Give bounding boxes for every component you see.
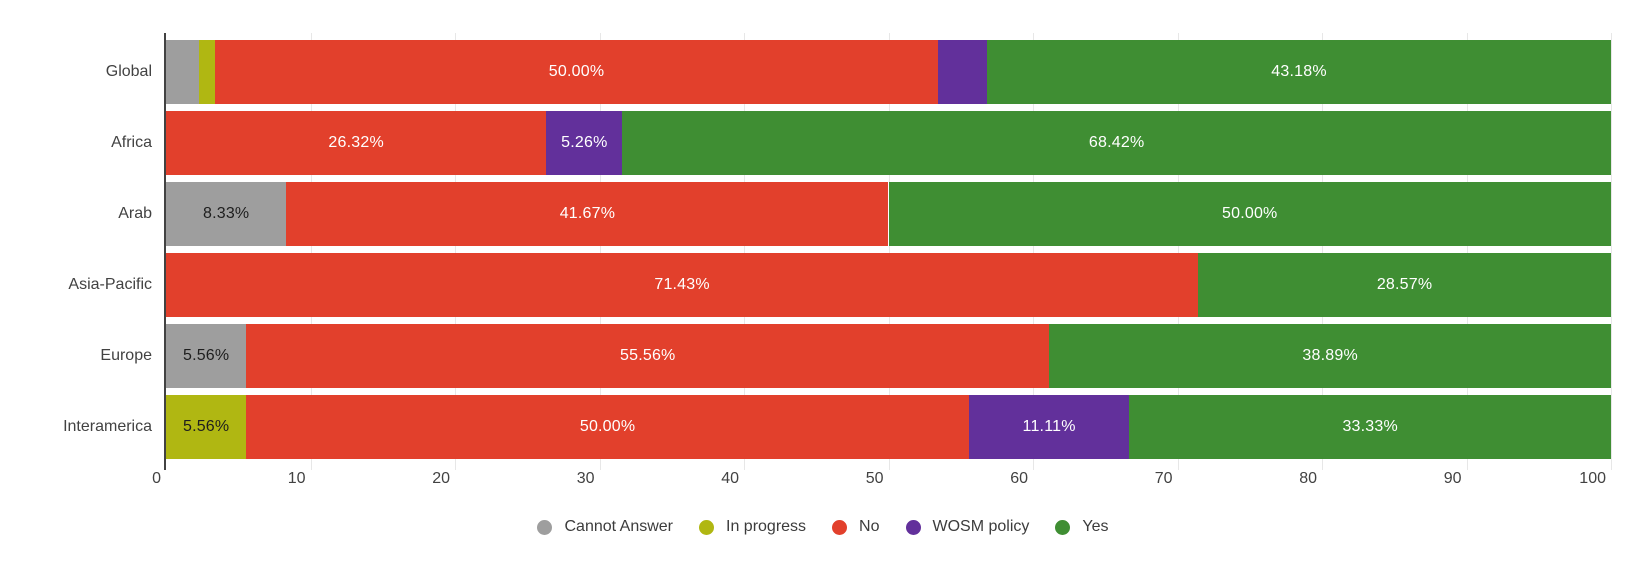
- x-tick-label-30: 30: [576, 470, 595, 487]
- legend-swatch-icon: [1055, 519, 1071, 535]
- bar-segment-yes[interactable]: 33.33%: [1129, 395, 1611, 459]
- bar-segment-in-progress[interactable]: 5.56%: [166, 395, 247, 459]
- legend-item-in-progress[interactable]: In progress: [699, 518, 806, 536]
- bar-row-europe: 5.56% 55.56% 38.89%: [166, 324, 1612, 388]
- segment-value-label: 68.42%: [1088, 134, 1145, 151]
- gridline-90: [1466, 33, 1468, 470]
- x-tick-label-60: 60: [1010, 470, 1028, 487]
- x-tick-label-100: 100: [1579, 470, 1606, 487]
- segment-value-label: 43.18%: [1271, 63, 1327, 80]
- bar-row-global: 50.00% 43.18%: [166, 40, 1611, 104]
- segment-value-label: 41.67%: [559, 205, 616, 222]
- bar-segment-no[interactable]: 55.56%: [246, 324, 1050, 388]
- bar-segment-wosm-policy[interactable]: 5.26%: [546, 111, 623, 175]
- bar-segment-yes[interactable]: 68.42%: [622, 111, 1611, 175]
- bar-segment-cannot-answer[interactable]: [166, 40, 199, 104]
- bar-segment-cannot-answer[interactable]: 5.56%: [166, 324, 247, 388]
- segment-value-label: 26.32%: [328, 134, 384, 151]
- bar-row-asia-pacific: 71.43% 28.57%: [166, 253, 1611, 317]
- bar-segment-yes[interactable]: 28.57%: [1198, 253, 1611, 317]
- segment-value-label: 33.33%: [1342, 418, 1398, 435]
- segment-value-label: 5.26%: [561, 134, 608, 151]
- gridline-70: [1177, 33, 1179, 470]
- x-tick-label-0: 0: [152, 470, 161, 487]
- legend-label: Yes: [1082, 518, 1109, 535]
- bar-row-interamerica: 5.56% 50.00% 11.11% 33.33%: [166, 395, 1611, 459]
- category-label-arab: Arab: [118, 205, 152, 222]
- segment-value-label: 28.57%: [1376, 276, 1433, 293]
- bar-segment-yes[interactable]: 50.00%: [888, 182, 1611, 246]
- bar-segment-no[interactable]: 26.32%: [166, 111, 547, 175]
- gridline-20: [455, 33, 456, 470]
- segment-value-label: 8.33%: [202, 205, 250, 222]
- bar-segment-wosm-policy[interactable]: [937, 40, 988, 104]
- x-tick-label-70: 70: [1154, 470, 1173, 487]
- bar-segment-wosm-policy[interactable]: 11.11%: [968, 395, 1130, 459]
- segment-value-label: 50.00%: [1222, 205, 1278, 222]
- legend-label: WOSM policy: [932, 518, 1030, 535]
- segment-value-label: 50.00%: [579, 418, 636, 435]
- gridline-50: [888, 33, 890, 470]
- x-tick-label-40: 40: [721, 470, 739, 487]
- category-label-interamerica: Interamerica: [63, 418, 152, 435]
- gridline-100: [1611, 33, 1612, 470]
- legend-swatch-icon: [537, 519, 553, 535]
- legend-label: No: [859, 518, 880, 535]
- segment-value-label: 55.56%: [620, 347, 676, 364]
- category-label-asia-pacific: Asia-Pacific: [68, 276, 152, 293]
- legend-label: Cannot Answer: [564, 518, 673, 535]
- segment-value-label: 11.11%: [1022, 418, 1076, 435]
- legend-swatch-icon: [699, 519, 714, 535]
- legend: Cannot Answer In progress No WOSM policy Yes: [0, 518, 1646, 536]
- legend-label: In progress: [726, 518, 807, 535]
- plot-area: 50.00% 43.18% 26.32% 5.26% 68.42% 8.33% 41.67%…: [63, 33, 1612, 487]
- bar-segment-cannot-answer[interactable]: 8.33%: [166, 182, 287, 246]
- legend-item-no[interactable]: No: [832, 518, 880, 536]
- segment-value-label: 5.56%: [182, 347, 230, 364]
- segment-value-label: 71.43%: [654, 276, 710, 293]
- legend-swatch-icon: [905, 519, 921, 535]
- gridline-40: [744, 33, 745, 470]
- gridline-10: [310, 33, 312, 470]
- gridline-80: [1322, 33, 1323, 470]
- x-tick-label-50: 50: [865, 470, 884, 487]
- bar-segment-no[interactable]: 50.00%: [246, 395, 969, 459]
- x-tick-label-10: 10: [287, 470, 306, 487]
- bar-segment-in-progress[interactable]: [198, 40, 216, 104]
- bar-row-arab: 8.33% 41.67% 50.00%: [166, 182, 1611, 246]
- bar-segment-yes[interactable]: 38.89%: [1049, 324, 1612, 388]
- category-label-global: Global: [105, 63, 152, 80]
- legend-item-cannot-answer[interactable]: Cannot Answer: [537, 518, 673, 536]
- x-tick-label-90: 90: [1443, 470, 1462, 487]
- bar-segment-yes[interactable]: 43.18%: [987, 40, 1611, 104]
- legend-item-wosm-policy[interactable]: WOSM policy: [905, 518, 1030, 536]
- gridline-60: [1033, 33, 1034, 470]
- bar-segment-no[interactable]: 50.00%: [215, 40, 938, 104]
- bar-row-africa: 26.32% 5.26% 68.42%: [166, 111, 1611, 175]
- x-tick-label-80: 80: [1299, 470, 1317, 487]
- bar-segment-no[interactable]: 71.43%: [166, 253, 1199, 317]
- legend-swatch-icon: [832, 519, 848, 535]
- category-label-europe: Europe: [100, 347, 152, 364]
- bar-segment-no[interactable]: 41.67%: [286, 182, 889, 246]
- legend-item-yes[interactable]: Yes: [1055, 518, 1109, 536]
- segment-value-label: 50.00%: [548, 63, 605, 80]
- y-axis-line: [164, 33, 166, 470]
- segment-value-label: 5.56%: [182, 418, 230, 435]
- gridline-30: [599, 33, 601, 470]
- x-tick-label-20: 20: [432, 470, 450, 487]
- segment-value-label: 38.89%: [1302, 347, 1358, 364]
- category-label-africa: Africa: [111, 134, 152, 151]
